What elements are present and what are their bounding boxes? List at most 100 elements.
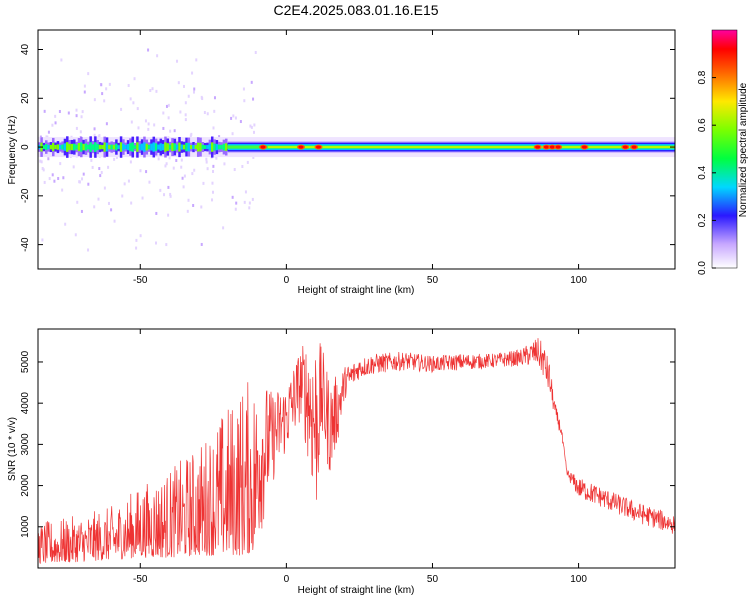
snr-panel: -50 0 50 100 1000 2000 3000 4000 5000 Height of … — [7, 328, 676, 596]
spectrogram-y-tick-label: 20 — [20, 92, 31, 104]
heatmap-speckle — [98, 167, 101, 171]
heatmap-core — [196, 142, 200, 152]
heatmap-core — [77, 142, 81, 152]
heatmap-core — [215, 143, 219, 151]
heatmap-speckle — [251, 197, 254, 201]
heatmap-speckle — [103, 186, 106, 190]
heatmap-bright-spot-core — [555, 145, 561, 149]
heatmap-speckle — [90, 158, 93, 162]
snr-frame — [37, 328, 676, 569]
heatmap-core — [217, 144, 221, 150]
heatmap-core — [115, 143, 118, 151]
heatmap-speckle — [155, 89, 158, 93]
heatmap-core — [119, 142, 123, 152]
heatmap-core — [117, 145, 120, 149]
spectrogram-panel: -50 0 50 100 -40 -20 0 20 40 Height of straight … — [7, 29, 676, 296]
heatmap-core — [68, 143, 71, 151]
heatmap-speckle — [51, 173, 54, 177]
snr-y-tick-label: 5000 — [20, 350, 31, 373]
heatmap-core — [122, 143, 125, 151]
spectrogram-heatmap — [38, 48, 675, 252]
snr-x-tick-label: 100 — [570, 574, 587, 585]
heatmap-core — [199, 142, 202, 152]
heatmap-speckle — [59, 162, 62, 166]
heatmap-speckle — [249, 124, 252, 128]
heatmap-speckle — [232, 114, 235, 118]
heatmap-core — [194, 145, 198, 149]
heatmap-speckle — [243, 99, 246, 103]
heatmap-speckle — [218, 135, 221, 139]
heatmap-bright-spot-core — [622, 145, 628, 149]
heatmap-speckle — [167, 185, 170, 189]
heatmap-speckle — [145, 170, 148, 174]
heatmap-speckle — [213, 96, 216, 100]
heatmap-speckle — [169, 129, 172, 133]
heatmap-speckle — [107, 165, 110, 169]
heatmap-speckle — [211, 181, 214, 185]
spectrogram-x-tick-label: 100 — [570, 275, 587, 286]
heatmap-core — [143, 142, 146, 152]
heatmap-speckle — [72, 165, 75, 169]
heatmap-speckle — [253, 130, 256, 134]
heatmap-core — [129, 143, 132, 151]
heatmap-speckle — [235, 201, 238, 205]
heatmap-speckle — [203, 110, 206, 114]
heatmap-core — [70, 143, 74, 151]
snr-y-tick-label: 3000 — [20, 433, 31, 456]
snr-ticks: -50 0 50 100 1000 2000 3000 4000 5000 — [20, 329, 675, 585]
heatmap-speckle — [193, 168, 196, 172]
heatmap-speckle — [213, 109, 216, 113]
heatmap-speckle — [182, 185, 185, 189]
heatmap-core — [133, 145, 137, 149]
heatmap-core — [175, 144, 179, 150]
colorbar: 0.0 0.2 0.4 0.6 0.8 Normalized spectral ampl… — [697, 29, 749, 275]
heatmap-speckle — [60, 58, 63, 62]
spectrogram-y-tick-label: -40 — [20, 237, 31, 252]
heatmap-core — [187, 142, 191, 152]
snr-x-tick-label: -50 — [133, 574, 148, 585]
heatmap-core — [147, 144, 151, 150]
heatmap-speckle — [51, 123, 54, 127]
heatmap-speckle — [248, 201, 251, 205]
heatmap-speckle — [76, 200, 79, 204]
heatmap-speckle — [75, 108, 78, 112]
heatmap-core — [42, 145, 46, 149]
heatmap-speckle — [82, 172, 85, 176]
heatmap-speckle — [176, 59, 179, 63]
heatmap-speckle — [41, 238, 44, 242]
heatmap-core — [66, 142, 69, 152]
snr-x-tick-label: 50 — [427, 574, 439, 585]
heatmap-speckle — [147, 127, 150, 131]
heatmap-speckle — [127, 179, 130, 183]
heatmap-speckle — [39, 159, 42, 163]
heatmap-core — [124, 145, 127, 150]
spectrogram-y-axis-label: Frequency (Hz) — [7, 116, 18, 185]
spectrogram-y-tick-label: 0 — [20, 144, 31, 150]
heatmap-speckle — [130, 120, 133, 124]
heatmap-speckle — [184, 118, 187, 122]
heatmap-speckle — [183, 174, 186, 178]
heatmap-speckle — [113, 219, 116, 223]
heatmap-core — [91, 144, 95, 150]
heatmap-core — [52, 142, 55, 152]
heatmap-speckle — [180, 165, 183, 169]
heatmap-core — [110, 144, 113, 150]
heatmap-speckle — [167, 116, 170, 120]
spectrogram-x-tick-label: 0 — [284, 275, 290, 286]
heatmap-core — [168, 144, 172, 150]
heatmap-speckle — [81, 177, 84, 181]
heatmap-core — [180, 144, 184, 150]
heatmap-core — [182, 144, 186, 150]
heatmap-speckle — [187, 94, 190, 98]
heatmap-speckle — [233, 168, 236, 172]
heatmap-speckle — [113, 157, 116, 161]
heatmap-core — [173, 143, 177, 151]
heatmap-speckle — [189, 134, 192, 138]
spectrogram-y-tick-label: 40 — [20, 44, 31, 56]
heatmap-core — [189, 145, 193, 150]
heatmap-speckle — [43, 180, 46, 184]
heatmap-core — [152, 142, 156, 152]
heatmap-core — [49, 144, 53, 150]
